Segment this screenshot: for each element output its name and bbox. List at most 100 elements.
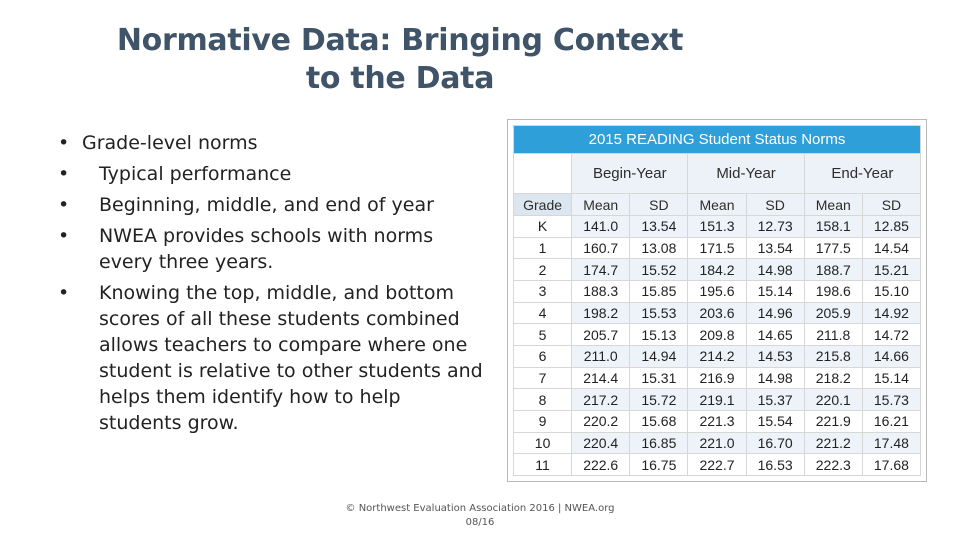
value-cell: 15.73 xyxy=(861,388,922,411)
table-title: 2015 READING Student Status Norms xyxy=(513,125,921,154)
column-header: SD xyxy=(629,193,689,216)
footer: © Northwest Evaluation Association 2016 … xyxy=(330,502,630,530)
value-cell: 14.92 xyxy=(861,301,922,325)
period-header: Mid-Year xyxy=(687,153,805,194)
column-header: Grade xyxy=(512,193,573,216)
value-cell: 211.8 xyxy=(803,323,863,346)
value-cell: 15.53 xyxy=(629,301,689,325)
value-cell: 222.3 xyxy=(803,453,863,476)
value-cell: 15.10 xyxy=(861,279,922,303)
value-cell: 222.7 xyxy=(687,453,747,476)
column-header: SD xyxy=(861,193,922,216)
grade-cell: K xyxy=(512,215,573,238)
value-cell: 177.5 xyxy=(803,236,863,260)
value-cell: 15.31 xyxy=(629,366,689,390)
grade-cell: 7 xyxy=(512,366,573,390)
value-cell: 151.3 xyxy=(687,215,747,238)
bullet-sub-item: • Typical performance xyxy=(58,161,488,187)
slide-title: Normative Data: Bringing Context to the … xyxy=(100,22,700,98)
value-cell: 174.7 xyxy=(571,258,631,281)
norms-table-image: 2015 READING Student Status Norms Begin-… xyxy=(507,119,927,482)
bullet-dot-icon: • xyxy=(58,163,70,185)
table-row: 3 188.3 15.85 195.6 15.14 198.6 15.10 xyxy=(512,279,922,303)
copyright-text: © Northwest Evaluation Association 2016 … xyxy=(345,503,615,514)
value-cell: 171.5 xyxy=(687,236,747,260)
value-cell: 222.6 xyxy=(571,453,631,476)
value-cell: 16.85 xyxy=(629,431,689,455)
table-body: K 141.0 13.54 151.3 12.73 158.1 12.85 1 160.7 13.… xyxy=(512,215,922,476)
column-header: Mean xyxy=(803,193,863,216)
grade-cell: 1 xyxy=(512,236,573,260)
value-cell: 14.98 xyxy=(745,258,805,281)
value-cell: 15.13 xyxy=(629,323,689,346)
value-cell: 12.85 xyxy=(861,215,922,238)
grade-cell: 8 xyxy=(512,388,573,411)
value-cell: 220.2 xyxy=(571,409,631,433)
table-title-row: 2015 READING Student Status Norms xyxy=(513,125,921,154)
value-cell: 13.08 xyxy=(629,236,689,260)
value-cell: 205.9 xyxy=(803,301,863,325)
value-cell: 141.0 xyxy=(571,215,631,238)
grade-cell: 9 xyxy=(512,409,573,433)
slide-title-line2: to the Data xyxy=(305,61,495,96)
value-cell: 15.14 xyxy=(861,366,922,390)
value-cell: 15.14 xyxy=(745,279,805,303)
footer-date: 08/16 xyxy=(465,517,495,528)
value-cell: 217.2 xyxy=(571,388,631,411)
slide-title-line1: Normative Data: Bringing Context xyxy=(116,23,684,58)
bullet-text: Knowing the top, middle, and bottom scor… xyxy=(99,282,483,434)
value-cell: 211.0 xyxy=(571,344,631,368)
value-cell: 17.48 xyxy=(861,431,922,455)
value-cell: 184.2 xyxy=(687,258,747,281)
value-cell: 16.53 xyxy=(745,453,805,476)
value-cell: 13.54 xyxy=(745,236,805,260)
value-cell: 216.9 xyxy=(687,366,747,390)
grade-cell: 10 xyxy=(512,431,573,455)
grade-cell: 5 xyxy=(512,323,573,346)
value-cell: 16.75 xyxy=(629,453,689,476)
value-cell: 221.0 xyxy=(687,431,747,455)
column-header-row: Grade Mean SD Mean SD Mean SD xyxy=(512,193,922,216)
value-cell: 188.3 xyxy=(571,279,631,303)
bullet-sub-item: • Beginning, middle, and end of year xyxy=(58,192,488,218)
grade-cell: 3 xyxy=(512,279,573,303)
value-cell: 15.52 xyxy=(629,258,689,281)
column-header: Mean xyxy=(687,193,747,216)
table-row: 11 222.6 16.75 222.7 16.53 222.3 17.68 xyxy=(512,453,922,476)
period-header: End-Year xyxy=(803,153,922,194)
value-cell: 14.54 xyxy=(861,236,922,260)
bullet-grade-level-norms: • Grade-level norms xyxy=(58,130,488,156)
value-cell: 220.1 xyxy=(803,388,863,411)
value-cell: 16.21 xyxy=(861,409,922,433)
value-cell: 14.66 xyxy=(861,344,922,368)
grade-cell: 6 xyxy=(512,344,573,368)
value-cell: 188.7 xyxy=(803,258,863,281)
value-cell: 214.2 xyxy=(687,344,747,368)
value-cell: 215.8 xyxy=(803,344,863,368)
bullet-text: Typical performance xyxy=(99,163,292,185)
norms-table: 2015 READING Student Status Norms Begin-… xyxy=(512,125,922,476)
column-header: Mean xyxy=(571,193,631,216)
value-cell: 198.2 xyxy=(571,301,631,325)
bullet-dot-icon: • xyxy=(58,282,70,304)
value-cell: 13.54 xyxy=(629,215,689,238)
value-cell: 214.4 xyxy=(571,366,631,390)
value-cell: 15.37 xyxy=(745,388,805,411)
grade-cell: 11 xyxy=(512,453,573,476)
bullet-sub-item: • Knowing the top, middle, and bottom sc… xyxy=(58,280,488,436)
bullet-text: Beginning, middle, and end of year xyxy=(99,194,434,216)
value-cell: 221.2 xyxy=(803,431,863,455)
value-cell: 221.9 xyxy=(803,409,863,433)
value-cell: 15.54 xyxy=(745,409,805,433)
value-cell: 16.70 xyxy=(745,431,805,455)
grade-cell: 2 xyxy=(512,258,573,281)
bullet-dot-icon: • xyxy=(58,225,70,247)
table-row: 6 211.0 14.94 214.2 14.53 215.8 14.66 xyxy=(512,344,922,368)
period-header-row: Begin-Year Mid-Year End-Year xyxy=(512,153,922,194)
value-cell: 220.4 xyxy=(571,431,631,455)
value-cell: 219.1 xyxy=(687,388,747,411)
value-cell: 14.98 xyxy=(745,366,805,390)
value-cell: 198.6 xyxy=(803,279,863,303)
bullet-text: Grade-level norms xyxy=(82,132,258,154)
value-cell: 195.6 xyxy=(687,279,747,303)
